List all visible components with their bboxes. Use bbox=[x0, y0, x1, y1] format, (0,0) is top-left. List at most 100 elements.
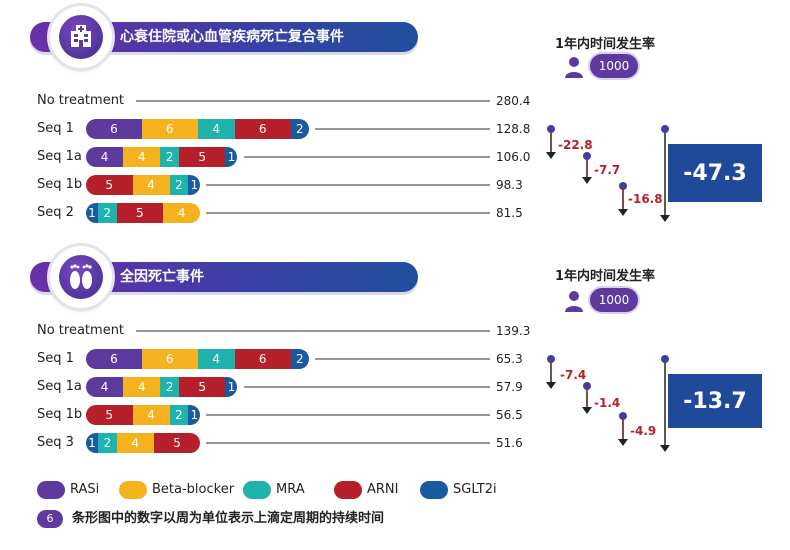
legend-label: RASi bbox=[70, 482, 100, 497]
panel-2-rate-unit: 1000 bbox=[590, 288, 638, 312]
panel-2-deltas bbox=[546, 355, 670, 452]
row-value: 280.4 bbox=[496, 94, 531, 108]
bar-segment-sglt2i: 1 bbox=[225, 377, 238, 397]
row-label: Seq 1a bbox=[37, 379, 82, 394]
bar-segment-beta-blocker: 6 bbox=[141, 349, 198, 369]
bar-segment-sglt2i: 1 bbox=[188, 405, 201, 425]
bar-segment-beta-blocker: 4 bbox=[163, 203, 201, 223]
hospital-icon bbox=[71, 25, 91, 47]
row-leader-line bbox=[206, 184, 490, 186]
bar-segment-beta-blocker: 4 bbox=[132, 175, 170, 195]
legend-label: SGLT2i bbox=[453, 482, 497, 497]
row-label: No treatment bbox=[37, 93, 125, 108]
step-arrow-2 bbox=[582, 382, 592, 414]
delta-2: -7.7 bbox=[594, 163, 621, 177]
legend-chip-beta-blocker bbox=[119, 481, 147, 499]
legend-chip-rasi bbox=[37, 481, 65, 499]
legend-chip-sglt2i bbox=[420, 481, 448, 499]
row-leader-line bbox=[206, 414, 490, 416]
bar-segment-sglt2i: 2 bbox=[290, 119, 310, 139]
panel-1-badge bbox=[50, 6, 112, 68]
row-value: 81.5 bbox=[496, 206, 523, 220]
panel-1-rate-title: 1年内时间发生率 bbox=[555, 37, 656, 52]
bar-segment-mra: 2 bbox=[169, 175, 189, 195]
panel-2-title: 全因死亡事件 bbox=[120, 269, 204, 285]
bar-segment-beta-blocker: 6 bbox=[141, 119, 198, 139]
delta-3: -4.9 bbox=[630, 424, 657, 438]
bar-segment-mra: 4 bbox=[197, 349, 235, 369]
note-text: 条形图中的数字以周为单位表示上滴定周期的持续时间 bbox=[72, 511, 385, 526]
row-label: Seq 1b bbox=[37, 407, 83, 422]
panel-1-rate-unit: 1000 bbox=[590, 54, 638, 78]
person-icon bbox=[565, 57, 583, 78]
note-chip: 6 bbox=[37, 510, 63, 528]
row-label: Seq 1 bbox=[37, 351, 74, 366]
bar-segment-beta-blocker: 4 bbox=[116, 433, 154, 453]
bar-segment-mra: 2 bbox=[169, 405, 189, 425]
bar-segment-mra: 2 bbox=[98, 203, 117, 223]
row-value: 51.6 bbox=[496, 436, 523, 450]
bar-segment-mra: 2 bbox=[98, 433, 117, 453]
row-leader-line bbox=[315, 128, 490, 130]
delta-2: -1.4 bbox=[594, 396, 621, 410]
row-value: 98.3 bbox=[496, 178, 523, 192]
bar-segment-arni: 5 bbox=[116, 203, 164, 223]
bar-segment-sglt2i: 2 bbox=[290, 349, 310, 369]
legend-label: Beta-blocker bbox=[152, 482, 235, 497]
step-arrow-3 bbox=[618, 412, 628, 446]
row-label: Seq 1a bbox=[37, 149, 82, 164]
row-leader-line bbox=[315, 358, 490, 360]
row-value: 65.3 bbox=[496, 352, 523, 366]
bar-segment-sglt2i: 1 bbox=[86, 203, 98, 223]
row-leader-line bbox=[206, 442, 490, 444]
delta-3: -16.8 bbox=[628, 192, 663, 206]
step-arrow-2 bbox=[582, 152, 592, 184]
total-arrow bbox=[660, 125, 670, 222]
bar-segment-beta-blocker: 4 bbox=[123, 147, 161, 167]
person-icon bbox=[565, 291, 583, 312]
legend-chip-mra bbox=[243, 481, 271, 499]
row-label: Seq 2 bbox=[37, 205, 74, 220]
legend-chip-arni bbox=[334, 481, 362, 499]
panel-1-title: 心衰住院或心血管疾病死亡复合事件 bbox=[120, 29, 344, 45]
delta-1: -22.8 bbox=[558, 138, 593, 152]
step-arrow-1 bbox=[546, 355, 556, 389]
row-value: 57.9 bbox=[496, 380, 523, 394]
row-value: 56.5 bbox=[496, 408, 523, 422]
legend-label: ARNI bbox=[367, 482, 399, 497]
bar-segment-mra: 4 bbox=[197, 119, 235, 139]
bar-segment-mra: 2 bbox=[160, 147, 179, 167]
bar-segment-arni: 5 bbox=[178, 147, 226, 167]
bar-segment-arni: 6 bbox=[234, 349, 291, 369]
row-value: 128.8 bbox=[496, 122, 531, 136]
bar-segment-arni: 6 bbox=[234, 119, 291, 139]
panel-2-badge bbox=[50, 246, 112, 308]
bar-segment-mra: 2 bbox=[160, 377, 179, 397]
bar-segment-sglt2i: 1 bbox=[225, 147, 238, 167]
bar-segment-sglt2i: 1 bbox=[86, 433, 98, 453]
total-reduction: -47.3 bbox=[668, 144, 762, 202]
bar-segment-rasi: 4 bbox=[86, 377, 124, 397]
bar-segment-arni: 5 bbox=[86, 405, 133, 425]
row-leader-line bbox=[243, 386, 490, 388]
delta-1: -7.4 bbox=[560, 368, 587, 382]
bar-segment-arni: 5 bbox=[178, 377, 226, 397]
step-arrow-3 bbox=[618, 182, 628, 216]
feet-icon bbox=[70, 264, 92, 289]
bar-segment-rasi: 6 bbox=[86, 119, 142, 139]
row-leader-line bbox=[136, 100, 490, 102]
bar-segment-arni: 5 bbox=[153, 433, 201, 453]
row-label: Seq 1b bbox=[37, 177, 83, 192]
row-leader-line bbox=[136, 330, 490, 332]
step-arrow-1 bbox=[546, 125, 556, 159]
bar-segment-beta-blocker: 4 bbox=[132, 405, 170, 425]
total-reduction: -13.7 bbox=[668, 374, 762, 428]
row-label: No treatment bbox=[37, 323, 125, 338]
